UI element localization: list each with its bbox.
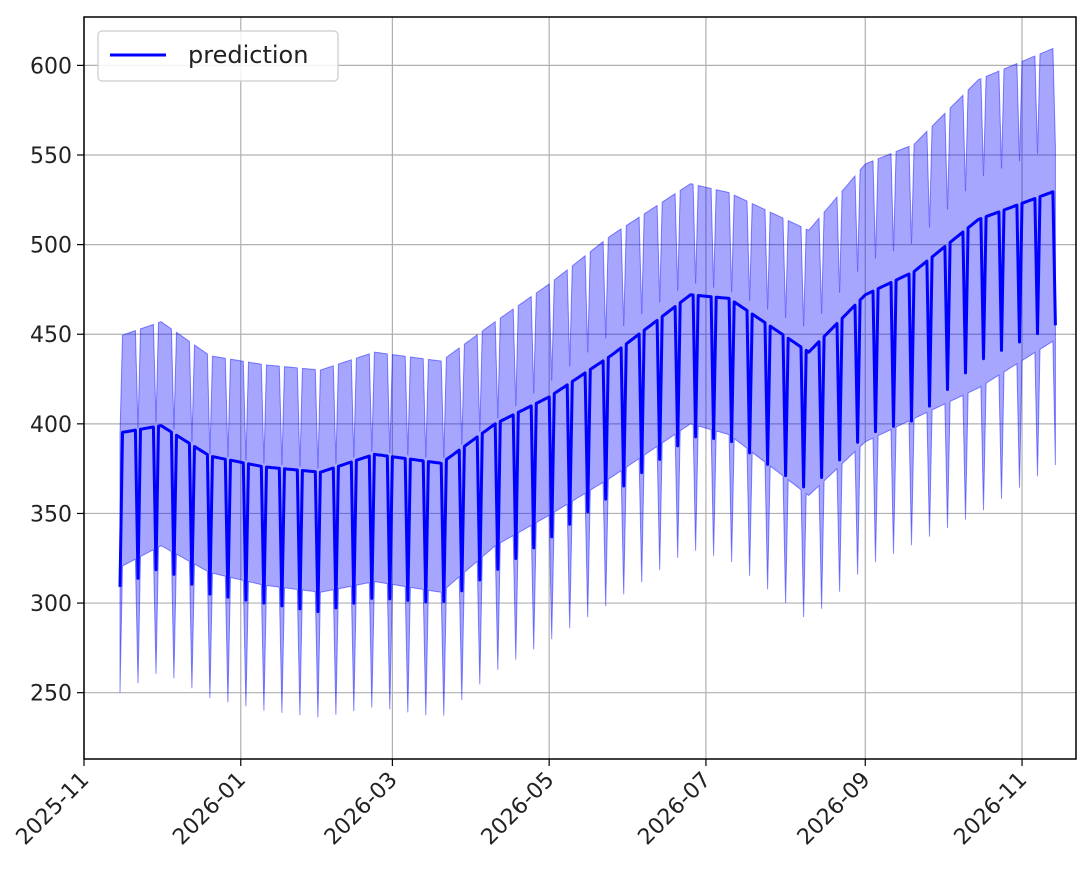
y-tick-label: 500 (30, 234, 72, 259)
y-tick-label: 550 (30, 144, 72, 169)
legend-label: prediction (188, 41, 308, 69)
y-tick-label: 350 (30, 502, 72, 527)
y-tick-label: 600 (30, 54, 72, 79)
y-tick-label: 400 (30, 413, 72, 438)
y-tick-label: 450 (30, 323, 72, 348)
plot-frame (83, 16, 1077, 760)
series-line-prediction (118, 190, 1057, 614)
legend-box (97, 30, 339, 82)
legend: prediction (97, 30, 339, 82)
y-tick-label: 250 (30, 682, 72, 707)
series-layer (118, 190, 1057, 614)
y-tick-label: 300 (30, 592, 72, 617)
